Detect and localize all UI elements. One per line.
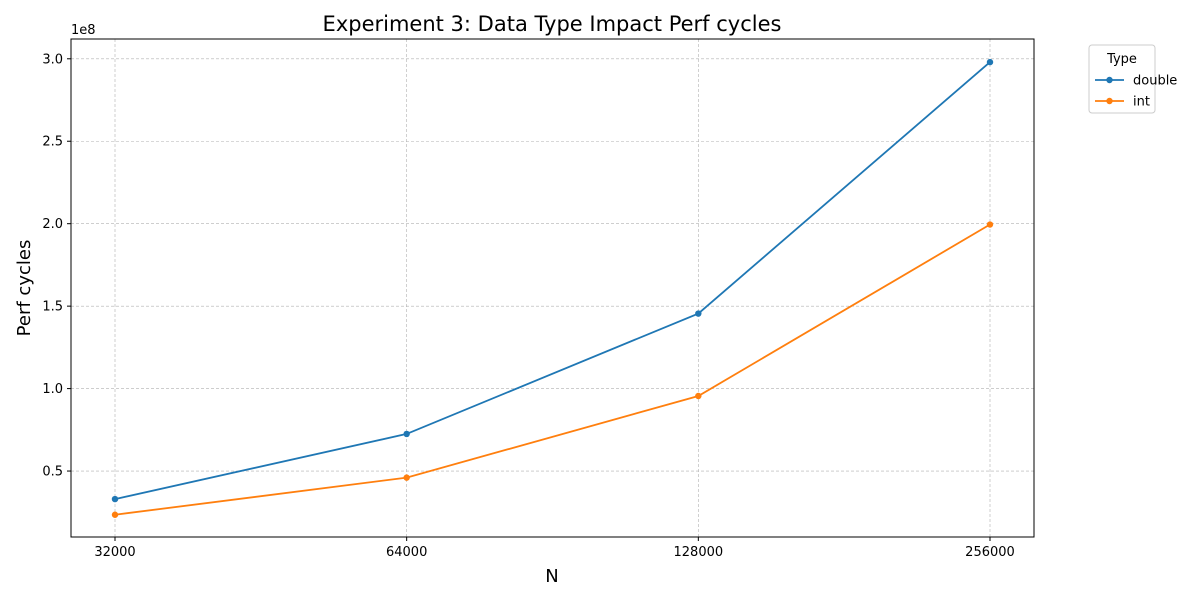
legend-swatch-marker [1106,97,1113,105]
y-tick-label: 1.5 [42,300,63,315]
x-axis: 32000 64000 128000 256000 [94,537,1015,560]
grid-lines [71,39,1034,537]
x-tick-label: 256000 [965,545,1015,560]
series-layer [111,58,994,518]
y-axis-label: Perf cycles [14,240,35,337]
y-axis: 0.5 1.0 1.5 2.0 2.5 3.0 [42,52,71,480]
x-tick-label: 128000 [674,545,724,560]
x-axis-label: N [545,566,558,587]
data-point-int [986,221,994,228]
legend-items: double int [1095,74,1177,110]
chart-title: Experiment 3: Data Type Impact Perf cycl… [323,12,782,36]
data-point-double [403,430,410,438]
data-point-double [695,310,702,317]
series-int [111,221,994,518]
y-tick-label: 2.5 [42,135,63,150]
y-tick-label: 1.0 [42,382,63,397]
legend-item-int: int [1095,95,1150,110]
legend: Type double int [1088,44,1177,114]
series-line-int [114,223,991,516]
legend-frame [1088,44,1156,114]
series-double [111,58,994,503]
data-point-int [695,392,702,400]
legend-label: double [1133,74,1177,89]
series-line-double [114,61,991,500]
y-offset-label: 1e8 [71,23,96,38]
plot-area-frame [70,38,1035,538]
data-point-int [111,511,119,518]
y-tick-label: 3.0 [42,52,63,67]
legend-title: Type [1106,52,1137,67]
data-point-double [111,495,119,503]
legend-label: int [1133,95,1150,110]
x-tick-label: 32000 [94,545,135,560]
y-tick-label: 2.0 [42,217,63,232]
y-tick-label: 0.5 [42,465,63,480]
legend-item-double: double [1095,74,1177,89]
data-point-int [403,474,410,481]
legend-swatch-marker [1106,76,1113,84]
data-point-double [986,58,994,66]
x-tick-label: 64000 [386,545,427,560]
